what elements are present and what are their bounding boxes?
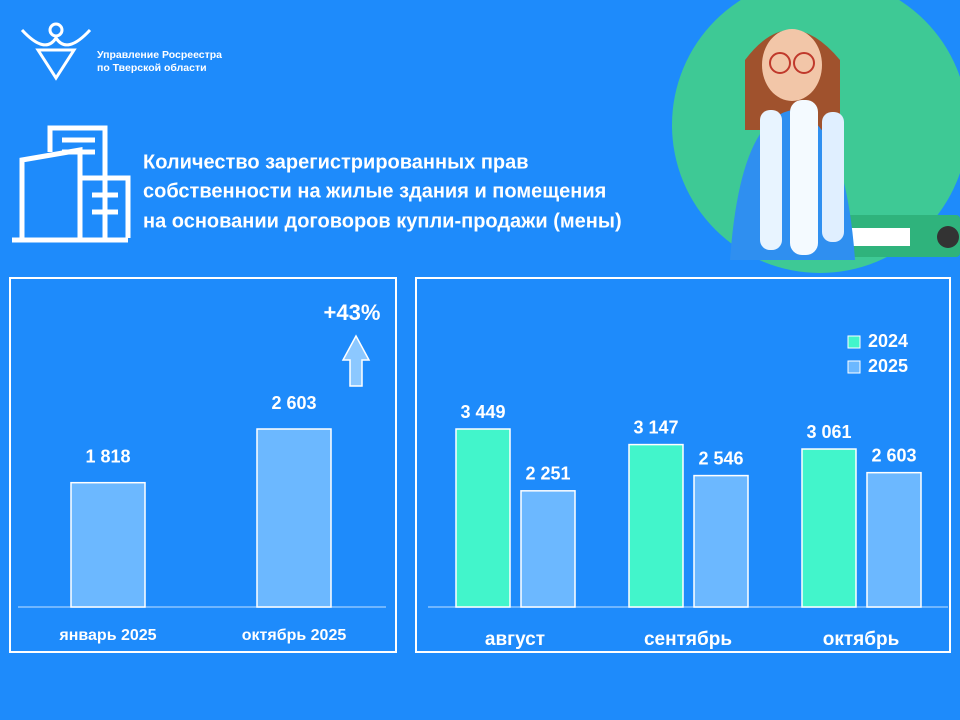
bar — [455, 428, 511, 608]
building-icon — [12, 125, 131, 243]
x-tick-label: январь 2025 — [58, 627, 156, 644]
legend-swatch — [847, 360, 861, 374]
bar — [520, 490, 576, 608]
bar — [866, 471, 922, 608]
x-tick-label: сентябрь — [644, 629, 732, 650]
value-label: 2 546 — [698, 448, 743, 468]
panel — [9, 277, 397, 653]
title: на основании договоров купли-продажи (ме… — [143, 210, 622, 232]
up-arrow — [341, 334, 371, 387]
title: собственности на жилые здания и помещени… — [143, 180, 606, 202]
org-name: по Тверской области — [97, 62, 207, 74]
panel — [415, 277, 951, 653]
x-tick-label: октябрь — [823, 629, 900, 650]
value-label: 2 603 — [871, 445, 916, 465]
bar — [628, 443, 684, 608]
legend-label: 2024 — [868, 331, 908, 351]
x-tick-label: август — [485, 629, 545, 650]
org-name: Управление Росреестра — [97, 49, 222, 61]
bar — [801, 448, 857, 608]
value-label: 3 147 — [633, 417, 678, 437]
bar — [693, 474, 749, 608]
value-label: 3 449 — [460, 402, 505, 422]
value-label: 2 251 — [525, 464, 570, 484]
legend-swatch — [847, 335, 861, 349]
illustration — [672, 0, 960, 273]
value-label: 2 603 — [271, 393, 316, 413]
legend-label: 2025 — [868, 356, 908, 376]
bar — [256, 428, 332, 608]
logo — [20, 22, 92, 81]
value-label: 3 061 — [806, 422, 851, 442]
bar — [70, 481, 146, 608]
value-label: 1 818 — [85, 446, 130, 466]
title: Количество зарегистрированных прав — [143, 151, 529, 173]
annotation: +43% — [324, 300, 381, 325]
x-tick-label: октябрь 2025 — [242, 627, 347, 644]
